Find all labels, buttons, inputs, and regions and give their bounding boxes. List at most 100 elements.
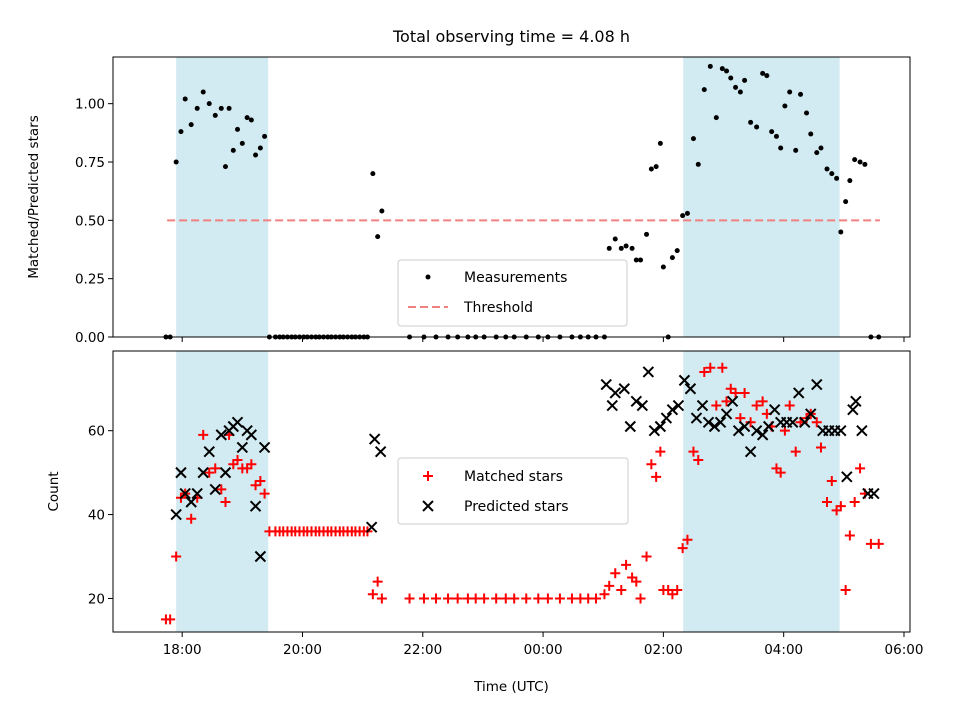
- measurement-point: [764, 73, 770, 79]
- matched-star-point: [255, 476, 266, 487]
- x-tick-label: 00:00: [524, 642, 563, 658]
- matched-star-point: [790, 446, 801, 457]
- bottom-shaded-intervals: [176, 351, 840, 632]
- measurement-point: [798, 91, 804, 97]
- predicted-star-point: [606, 399, 618, 412]
- legend-box: [397, 457, 629, 525]
- measurement-point: [707, 63, 713, 69]
- measurement-point: [814, 150, 820, 156]
- predicted-star-point: [756, 429, 769, 441]
- predicted-star-point: [672, 399, 685, 412]
- matched-star-point: [554, 593, 565, 604]
- matched-star-point: [844, 530, 855, 541]
- predicted-star-point: [175, 466, 187, 479]
- measurement-point: [660, 264, 666, 270]
- legend-threshold-label: Threshold: [463, 300, 533, 316]
- measurement-point: [674, 248, 680, 254]
- matched-star-point: [811, 417, 822, 428]
- measurement-point: [375, 234, 381, 240]
- measurement-point: [713, 115, 719, 121]
- measurement-point: [239, 140, 245, 146]
- y-tick-label: 40: [88, 508, 105, 524]
- predicted-star-point: [624, 420, 637, 433]
- predicted-star-point: [630, 395, 643, 408]
- matched-star-point: [682, 534, 693, 545]
- x-tick-label: 04:00: [764, 642, 803, 658]
- matched-star-point: [711, 400, 722, 411]
- predicted-star-point: [811, 378, 823, 391]
- predicted-star-point: [666, 404, 679, 416]
- matched-star-point: [232, 455, 243, 466]
- measurement-point: [782, 103, 788, 109]
- predicted-star-point: [786, 416, 799, 429]
- predicted-star-point: [600, 378, 612, 391]
- predicted-star-point: [684, 383, 697, 395]
- matched-star-point: [372, 576, 383, 587]
- measurement-point: [173, 159, 179, 165]
- matched-stars-points: [160, 362, 884, 625]
- predicted-star-point: [856, 424, 868, 437]
- matched-star-point: [693, 455, 704, 466]
- predicted-star-point: [868, 487, 880, 500]
- matched-star-point: [509, 593, 520, 604]
- measurement-point: [804, 110, 810, 116]
- matched-star-point: [840, 585, 851, 596]
- predicted-star-point: [231, 416, 244, 429]
- predicted-star-point: [179, 487, 191, 500]
- top-shaded-intervals: [176, 57, 840, 337]
- measurement-point: [182, 96, 188, 102]
- predicted-star-point: [618, 383, 630, 395]
- matched-star-point: [784, 400, 795, 411]
- matched-star-point: [757, 396, 768, 407]
- measurement-point: [194, 105, 200, 111]
- measurement-point: [818, 145, 824, 151]
- measurement-points: [163, 63, 882, 340]
- measurement-point: [178, 129, 184, 135]
- predicted-star-point: [236, 441, 249, 454]
- measurement-point: [253, 152, 259, 158]
- predicted-star-point: [219, 466, 232, 479]
- predicted-star-point: [762, 420, 775, 433]
- matched-star-point: [533, 593, 544, 604]
- predicted-star-point: [648, 424, 661, 437]
- measurement-point: [618, 245, 624, 251]
- predicted-star-point: [726, 395, 739, 408]
- matched-star-point: [198, 429, 209, 440]
- matched-star-point: [835, 501, 846, 512]
- predicted-star-point: [254, 550, 267, 563]
- predicted-star-point: [170, 508, 182, 521]
- measurement-point: [834, 175, 840, 181]
- measurement-point: [760, 70, 766, 76]
- predicted-star-point: [799, 416, 811, 429]
- matched-star-point: [599, 589, 610, 600]
- matched-star-point: [855, 463, 866, 474]
- matched-star-point: [404, 593, 415, 604]
- measurement-point: [695, 161, 701, 167]
- measurement-point: [244, 115, 250, 121]
- matched-star-point: [688, 446, 699, 457]
- measurement-point: [843, 199, 849, 205]
- matched-star-point: [566, 593, 577, 604]
- matched-star-point: [246, 459, 257, 470]
- measurement-point: [793, 147, 799, 153]
- matched-star-point: [376, 593, 387, 604]
- bottom-x-axis: 18:00 20:00 22:00 00:00 02:00 04:00 06:00: [163, 632, 923, 658]
- predicted-star-point: [835, 424, 847, 437]
- predicted-star-point: [249, 500, 262, 512]
- matched-star-point: [745, 417, 756, 428]
- y-tick-label: 0.50: [75, 213, 105, 229]
- predicted-star-point: [702, 416, 715, 429]
- matched-star-point: [705, 362, 716, 373]
- measurement-point: [852, 157, 858, 163]
- measurement-point: [680, 213, 686, 219]
- predicted-star-point: [805, 408, 817, 420]
- matched-star-point: [500, 593, 511, 604]
- measurement-point: [257, 145, 263, 151]
- predicted-star-point: [654, 420, 667, 433]
- predicted-stars-points: [170, 366, 880, 563]
- measurement-point: [808, 131, 814, 137]
- measurement-point: [248, 117, 254, 123]
- measurement-point: [638, 257, 644, 263]
- predicted-star-point: [738, 420, 751, 433]
- y-tick-label: 1.00: [75, 97, 105, 113]
